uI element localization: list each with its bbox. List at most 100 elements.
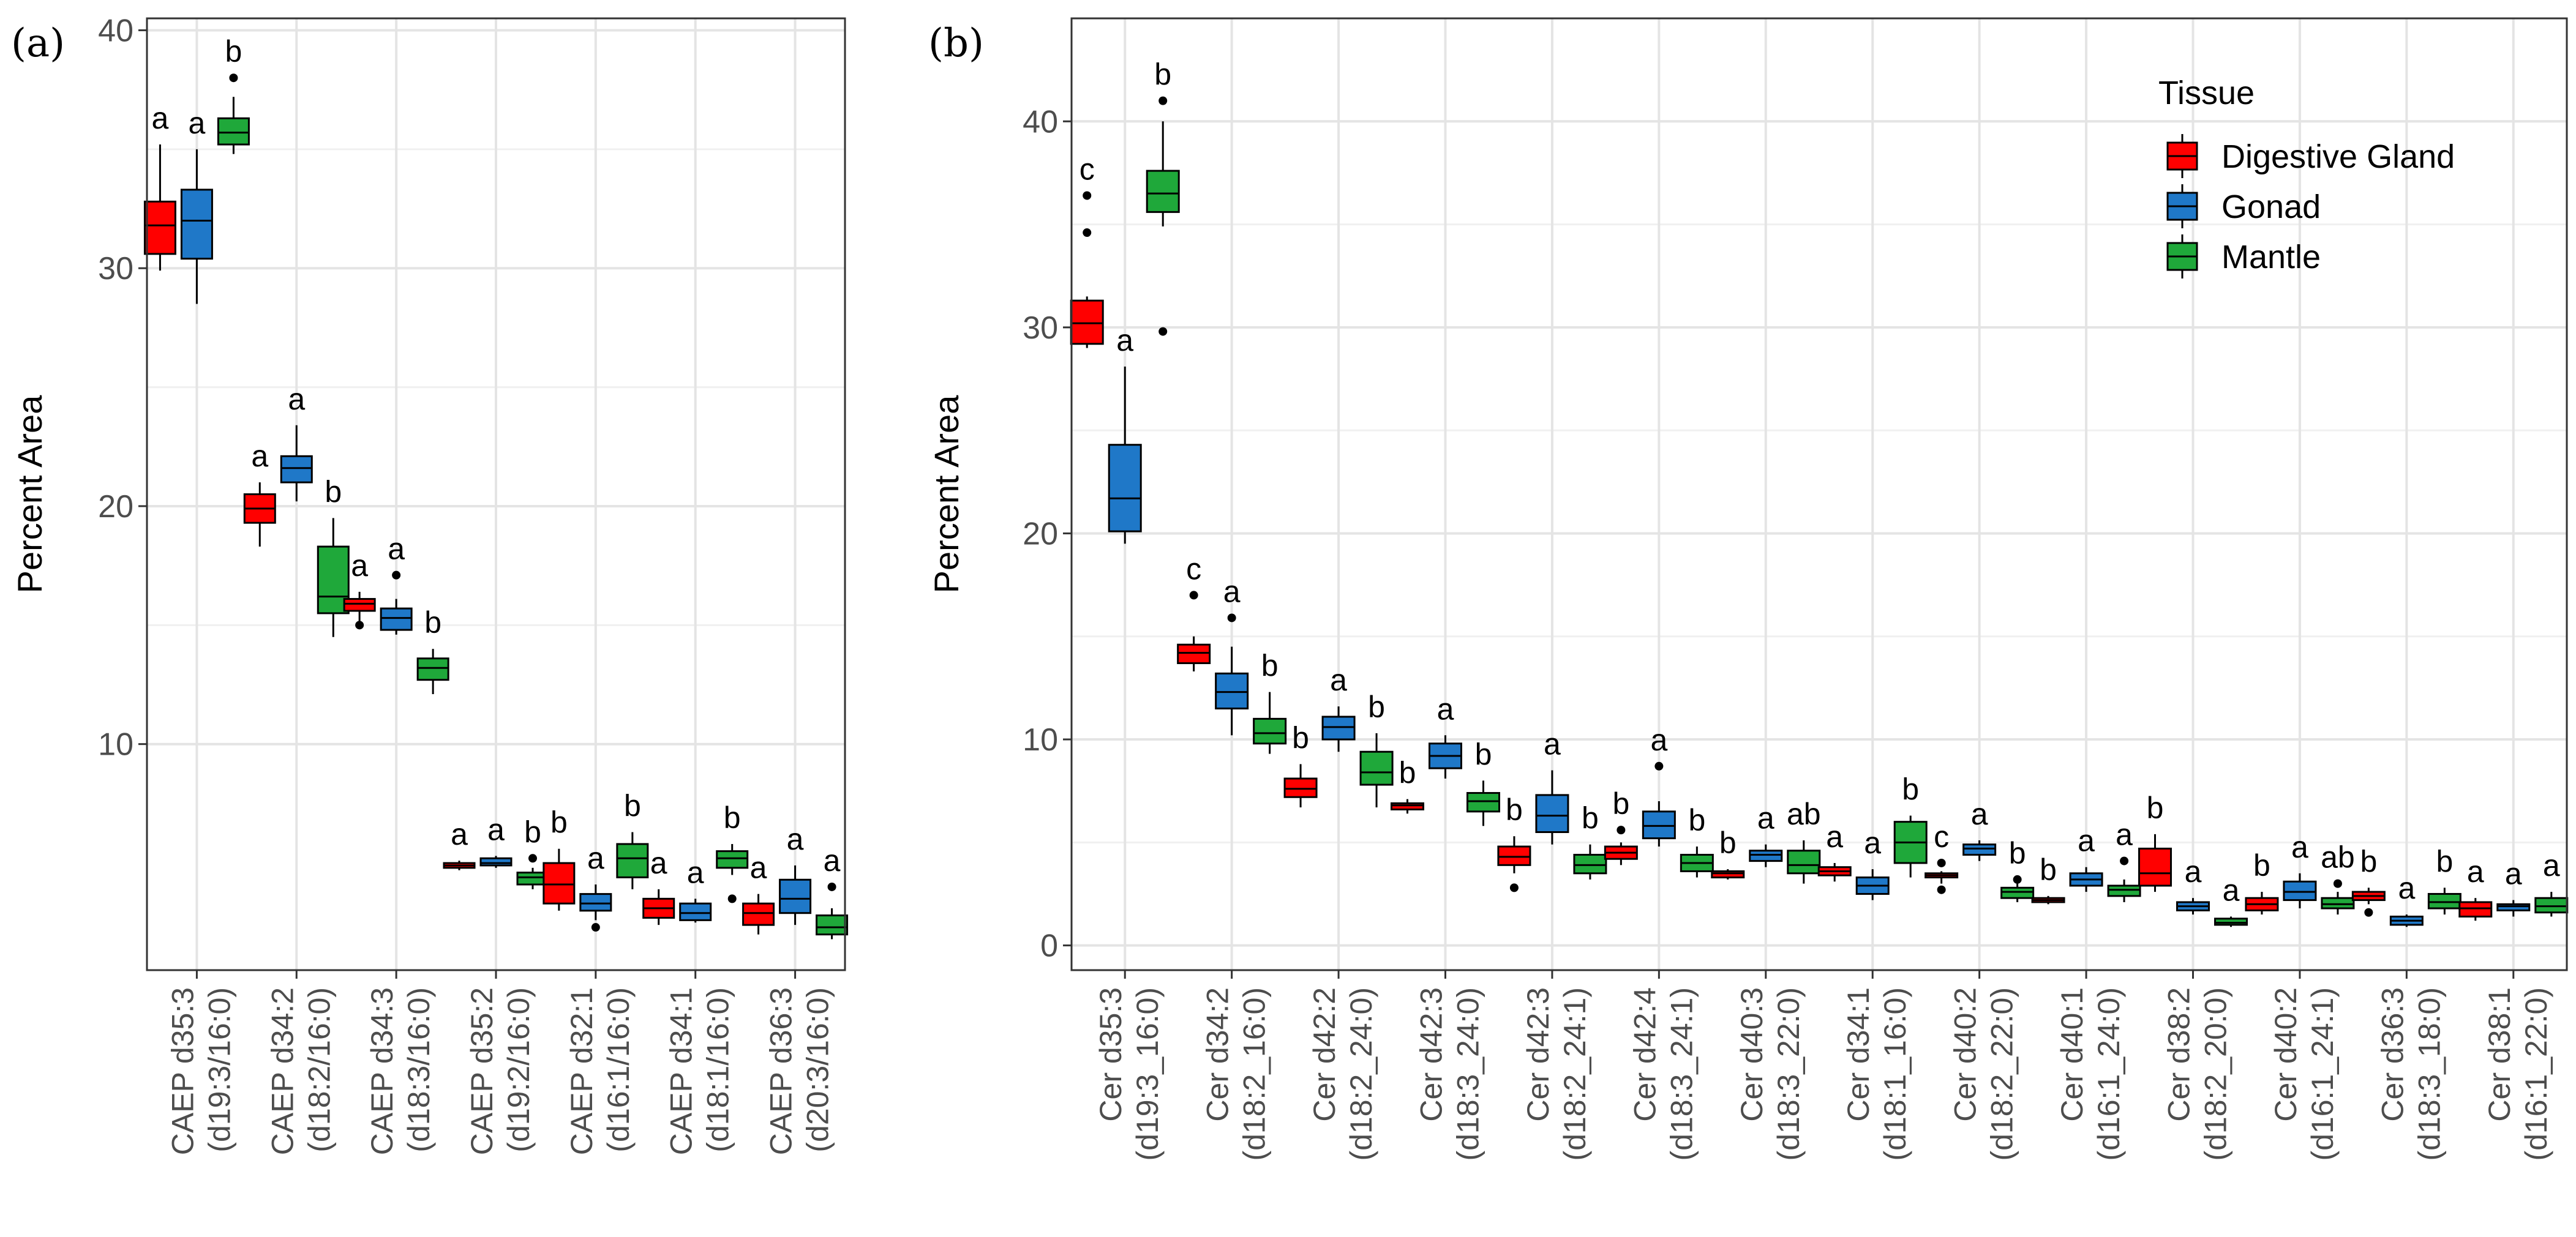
significance-label: a — [451, 817, 468, 851]
significance-label: b — [724, 801, 741, 835]
significance-label: b — [550, 805, 568, 840]
box — [1535, 794, 1569, 833]
box — [1497, 845, 1531, 866]
box — [343, 598, 376, 612]
box — [2427, 892, 2461, 910]
significance-label: a — [1116, 323, 1133, 357]
box — [1573, 854, 1607, 875]
box — [1177, 643, 1211, 664]
x-tick-label: CAEP d36:3(d20:3/16:0) — [764, 987, 835, 1155]
significance-label: a — [650, 846, 667, 880]
box — [2214, 917, 2248, 926]
outlier-point — [1509, 883, 1519, 892]
x-tick-label: Cer d35:3(d19:3_16:0) — [1094, 987, 1165, 1161]
x-tick-label: CAEP d34:3(d18:3/16:0) — [365, 987, 436, 1155]
y-axis-label: Percent Area — [927, 395, 966, 594]
significance-label: a — [487, 812, 505, 846]
significance-label: b — [1154, 58, 1171, 92]
significance-label: a — [2223, 873, 2240, 907]
box — [779, 878, 812, 914]
category-group: cab — [1177, 551, 1287, 754]
significance-label: a — [1650, 723, 1667, 757]
outlier-point — [2013, 875, 2022, 884]
significance-label: b — [2436, 844, 2453, 878]
outlier-point — [591, 923, 600, 932]
box — [1711, 870, 1745, 879]
outlier-point — [392, 570, 401, 580]
significance-label: a — [824, 843, 841, 878]
significance-label: a — [1971, 797, 1988, 831]
significance-label: b — [1368, 690, 1385, 724]
box — [416, 657, 449, 681]
significance-label: b — [1292, 720, 1309, 755]
x-tick-label: Cer d38:2(d18:2_20:0) — [2162, 987, 2233, 1161]
significance-label: a — [2398, 871, 2415, 905]
category-group: ba ab — [1711, 797, 1821, 884]
box — [1253, 717, 1287, 745]
category-group: c a b — [1070, 58, 1180, 544]
box — [1642, 810, 1676, 840]
box — [1070, 299, 1104, 345]
significance-label: b — [524, 815, 541, 849]
x-tick-label: Cer d42:3(d18:2_24:1) — [1521, 987, 1592, 1161]
box — [616, 843, 649, 878]
box — [742, 902, 775, 926]
significance-label: a — [2116, 818, 2133, 852]
significance-label: c — [1080, 152, 1095, 186]
box — [543, 862, 576, 905]
significance-label: c — [1934, 820, 1949, 854]
outlier-point — [229, 73, 238, 83]
significance-label: b — [2253, 848, 2270, 883]
outlier-point — [355, 621, 364, 630]
significance-label: a — [1437, 692, 1454, 726]
box — [1283, 777, 1318, 798]
x-tick-label: Cer d34:2(d18:2_16:0) — [1201, 987, 1272, 1161]
outlier-point — [1158, 96, 1168, 105]
box — [280, 455, 313, 484]
box — [217, 117, 250, 146]
legend-title: Tissue — [2158, 75, 2255, 111]
category-group: ba ab — [2245, 830, 2355, 915]
significance-label: a — [1223, 574, 1241, 608]
significance-label: b — [2147, 791, 2164, 825]
box — [1391, 802, 1424, 810]
x-tick-label: CAEP d34:1(d18:1/16:0) — [664, 987, 735, 1155]
significance-label: b — [1719, 826, 1737, 860]
significance-label: b — [1582, 801, 1599, 835]
y-tick-label: 20 — [1023, 516, 1058, 551]
x-tick-label: CAEP d35:3(d19:3/16:0) — [165, 987, 236, 1155]
outlier-point — [1083, 228, 1092, 237]
significance-label: a — [2543, 848, 2560, 883]
y-tick-label: 0 — [1040, 929, 1058, 964]
y-tick-label: 20 — [98, 489, 133, 525]
box — [1749, 850, 1783, 862]
x-tick-label: CAEP d35:2(d19:2/16:0) — [465, 987, 536, 1155]
y-tick-label: 30 — [1023, 310, 1058, 346]
box — [180, 189, 213, 260]
significance-label: b — [1506, 793, 1523, 827]
significance-label: b — [2009, 836, 2026, 870]
box — [2534, 897, 2569, 914]
category-group: bab — [543, 789, 649, 932]
significance-label: b — [225, 34, 242, 69]
outlier-point — [2333, 879, 2342, 888]
x-tick-label: Cer d42:2(d18:2_24:0) — [1307, 987, 1378, 1161]
significance-label: a — [1544, 727, 1561, 761]
box — [1962, 843, 1997, 856]
x-tick-label: Cer d40:2(d18:2_22:0) — [1948, 987, 2019, 1161]
x-tick-label: Cer d34:1(d18:1_16:0) — [1841, 987, 1912, 1161]
box — [2458, 901, 2493, 917]
y-tick-label: 30 — [98, 251, 133, 286]
x-tick-label: Cer d40:1(d16:1_24:0) — [2055, 987, 2126, 1161]
box — [143, 200, 176, 255]
box — [2107, 884, 2141, 897]
box — [2283, 880, 2317, 902]
box — [380, 607, 413, 631]
x-tick-label: Cer d36:3(d18:3_18:0) — [2375, 987, 2446, 1161]
significance-label: b — [2040, 853, 2057, 887]
gridlines — [1072, 18, 2567, 970]
